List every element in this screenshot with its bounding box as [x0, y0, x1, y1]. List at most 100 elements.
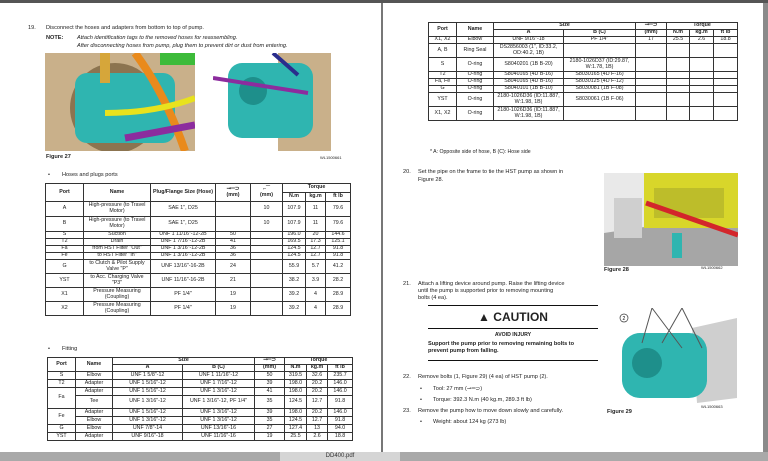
table-cell: [666, 92, 691, 107]
table-cell: O-ring: [456, 71, 494, 79]
table-cell: 12.7: [305, 245, 326, 253]
table-cell: O-ring: [456, 92, 494, 107]
table-cell: Adapter: [75, 387, 113, 396]
table-cell: [689, 57, 715, 72]
table-cell: 39.2: [282, 301, 306, 316]
table-cell: X1: [45, 287, 84, 302]
col-port: Port: [45, 183, 84, 202]
callout-2: 2: [623, 316, 626, 322]
table-cell: UNF 1 7/16"-12-2B: [150, 238, 216, 246]
table-cell: S8030081 (1B F-08): [562, 85, 637, 93]
table-cell: 32.6: [306, 371, 329, 380]
note-line-1: Attach identification tags to the remove…: [77, 35, 238, 41]
table-cell: 10: [250, 201, 283, 217]
table-cell: [250, 259, 283, 274]
table-cell: Tee: [75, 395, 113, 409]
table-cell: S: [47, 371, 76, 380]
table-cell: [666, 71, 691, 79]
table-row: YST O-ring 2180-1026D36 (ID:11.887, W:1.98…: [428, 92, 739, 107]
table-cell: Drain: [83, 238, 151, 246]
table-cell: [635, 71, 668, 79]
bullet: •: [420, 397, 422, 403]
col-wrench: (mm): [635, 29, 668, 37]
table-cell: YST: [47, 432, 76, 441]
step-20-line-1: Set the pipe on the frame to tie the HST…: [418, 169, 564, 175]
table-cell: 4: [305, 301, 326, 316]
table-cell: 124.5: [284, 395, 308, 409]
table-cell: S: [45, 231, 84, 239]
table-cell: Adapter: [75, 408, 113, 417]
col-torque: Torque: [281, 183, 352, 193]
table-cell: DS2856003 (1", ID:33.2, OD:40.2, 1B): [493, 43, 564, 58]
step-21-number: 21.: [403, 281, 411, 287]
figure-27-right-image: [213, 53, 331, 151]
figure-28-caption: Figure 28: [604, 267, 629, 273]
table-cell: T2: [47, 379, 76, 388]
table-cell: [689, 71, 715, 79]
table-row: S Suction UNF 1 11/16"-12-2B 50 196.0 20 144.6: [45, 231, 352, 239]
table-cell: YST: [45, 273, 84, 288]
bullet: •: [48, 172, 50, 178]
table-cell: 127.4: [284, 424, 308, 433]
table-cell: [635, 43, 668, 58]
table-cell: Elbow: [75, 424, 113, 433]
table-cell: 36: [215, 252, 251, 260]
bullet: •: [420, 419, 422, 425]
table-cell: 10: [250, 216, 283, 232]
table-row: Fa, Fe O-ring S8040165 (4D B-16) S8030125 (…: [428, 78, 739, 86]
table-cell: 28.9: [324, 287, 352, 302]
table-cell: 146.0: [327, 387, 354, 396]
table-cell: [562, 43, 637, 58]
table-cell: UNF 1 11/16"-12: [181, 371, 256, 380]
col-a: A: [493, 29, 564, 37]
table-cell: X1, X2: [428, 36, 457, 44]
file-tab[interactable]: DD400.pdf: [280, 452, 400, 461]
table-cell: 2180-1026D36 (ID:11.887, W:1.98, 1B): [493, 92, 564, 107]
table-cell: 19: [215, 287, 251, 302]
bullet: •: [48, 346, 50, 352]
table-cell: Fe: [45, 252, 84, 260]
table-cell: Pressure Measuring (Coupling): [83, 287, 151, 302]
table-cell: 50: [254, 371, 286, 380]
col-port: Port: [428, 22, 457, 37]
table-cell: UNF 1 3/16"-12: [112, 395, 183, 409]
table-cell: 41: [254, 387, 286, 396]
table-cell: UNF 11/16"-16-2B: [150, 273, 216, 288]
table-cell: Elbow: [456, 36, 494, 44]
table-cell: [689, 78, 715, 86]
table-cell: S: [428, 57, 457, 72]
pdf-page-right: Port Name Size ⊸═⊃ Torque A B (C) (mm) N…: [383, 3, 763, 452]
table-cell: 91.8: [327, 395, 354, 409]
table-cell: [713, 57, 739, 72]
table-row: G O-ring S8040101 (1B B-10) S8030081 (1B F-…: [428, 85, 739, 93]
table-cell: Adapter: [75, 432, 113, 441]
table-cell: 198.0: [284, 408, 308, 417]
table-cell: 39.2: [282, 287, 306, 302]
table-cell: to Clutch & Pilot Supply Valve "P": [83, 259, 151, 274]
table-cell: 4: [305, 287, 326, 302]
table-cell: Fa, Fe: [428, 78, 457, 86]
table-cell: S8040201 (1B B-20): [493, 57, 564, 72]
table-cell: G: [428, 85, 457, 93]
table-cell: 27: [254, 424, 286, 433]
note-label: NOTE:: [46, 35, 64, 41]
table-row: S O-ring S8040201 (1B B-20) 2180-1026D37 (I…: [428, 57, 739, 72]
table-cell: UNF 1 3/16"-12: [181, 416, 256, 425]
col-size: Size: [111, 357, 256, 365]
table-row: S Elbow UNF 1 5/8"-12 UNF 1 11/16"-12 50 319.…: [47, 371, 354, 380]
table-cell: [666, 106, 691, 121]
table-row: YST to Acc. Charging Valve "P3" UNF 11/16"…: [45, 273, 352, 288]
table-cell: UNF 1 7/16"-12: [181, 379, 256, 388]
col-b: B (C): [562, 29, 637, 37]
table-cell: 125.1: [324, 238, 352, 246]
table-cell: from HST Filter "Out": [83, 245, 151, 253]
hoses-plugs-table: Port Name Plug/Flange Size (Hose) ⊸═⊃ (mm…: [45, 183, 352, 316]
table-cell: 39: [254, 408, 286, 417]
caution-heading: ▲ CAUTION: [478, 310, 548, 324]
table-cell: 2.6: [306, 432, 329, 441]
table-cell: PF 1/4": [562, 36, 637, 44]
fitting-table: Port Name Size ⊸═⊃ Torque A B (C) (mm) N…: [47, 357, 354, 441]
table-cell: G: [47, 424, 76, 433]
table-cell: UNF 13/16"-16-2B: [150, 259, 216, 274]
col-wrench: ⊸═⊃ (mm): [215, 183, 251, 202]
